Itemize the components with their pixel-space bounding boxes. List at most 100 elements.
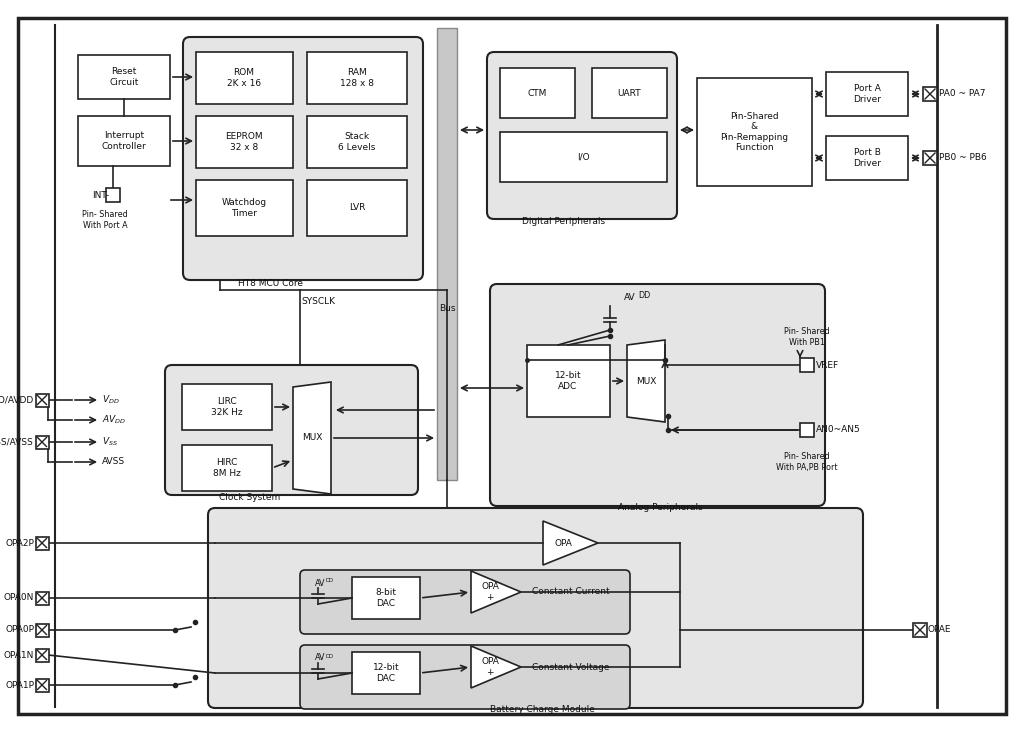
Bar [307, 116, 407, 168]
Text: Clock System: Clock System [219, 493, 281, 502]
Bar [800, 423, 814, 437]
Text: LIRC
32K Hz: LIRC 32K Hz [211, 397, 243, 417]
Bar [78, 116, 170, 166]
FancyBboxPatch shape [300, 645, 630, 709]
Text: MUX: MUX [302, 433, 323, 443]
Text: Interrupt
Controller: Interrupt Controller [101, 131, 146, 151]
Text: HIRC
8M Hz: HIRC 8M Hz [213, 458, 241, 478]
Text: $AV_{DD}$: $AV_{DD}$ [102, 414, 126, 426]
Text: Reset
Circuit: Reset Circuit [110, 67, 138, 86]
Polygon shape [471, 571, 521, 613]
Bar [923, 87, 937, 101]
Polygon shape [543, 521, 598, 565]
FancyBboxPatch shape [208, 508, 863, 708]
Bar [307, 180, 407, 236]
Bar [800, 358, 814, 372]
Text: HT8 MCU Core: HT8 MCU Core [238, 280, 302, 288]
Bar [307, 52, 407, 104]
Text: 12-bit
ADC: 12-bit ADC [555, 371, 582, 391]
Text: Pin- Shared
With PA,PB Port: Pin- Shared With PA,PB Port [776, 452, 838, 471]
Text: I/O: I/O [577, 152, 590, 162]
Text: Battery Charge Module: Battery Charge Module [489, 706, 595, 714]
Text: INT-: INT- [92, 190, 109, 200]
Text: 8-bit
DAC: 8-bit DAC [376, 589, 396, 608]
Text: $V_{SS}$: $V_{SS}$ [102, 436, 118, 448]
FancyBboxPatch shape [300, 570, 630, 634]
Bar [352, 577, 420, 619]
Bar [697, 78, 812, 186]
Polygon shape [471, 646, 521, 688]
Polygon shape [627, 340, 665, 422]
Text: DD: DD [325, 654, 333, 659]
Text: OPA: OPA [555, 539, 572, 548]
Text: AN0~AN5: AN0~AN5 [816, 425, 861, 435]
Bar [36, 591, 48, 605]
Bar [196, 52, 293, 104]
Bar [36, 537, 48, 550]
Bar [106, 188, 120, 202]
Bar [500, 68, 575, 118]
Text: Constant Current: Constant Current [532, 588, 609, 597]
Text: UART: UART [617, 89, 641, 97]
Text: OPA0P: OPA0P [5, 626, 34, 635]
Bar [437, 28, 457, 480]
Text: Port A
Driver: Port A Driver [853, 84, 881, 104]
Text: Pin- Shared
With Port A: Pin- Shared With Port A [82, 210, 128, 230]
Bar [36, 649, 48, 662]
Text: OPA1N: OPA1N [4, 651, 34, 660]
Text: AV: AV [315, 578, 326, 588]
Text: VSS/AVSS: VSS/AVSS [0, 438, 34, 447]
FancyBboxPatch shape [165, 365, 418, 495]
Text: OPA2P: OPA2P [5, 539, 34, 548]
Text: OPA0N: OPA0N [4, 594, 34, 602]
Text: 12-bit
DAC: 12-bit DAC [373, 663, 399, 683]
Text: EEPROM
32 x 8: EEPROM 32 x 8 [225, 132, 263, 152]
Bar [352, 652, 420, 694]
Text: OPA
+: OPA + [481, 657, 499, 676]
Bar [527, 345, 610, 417]
Text: AV: AV [624, 293, 636, 302]
Text: MUX: MUX [636, 376, 656, 386]
Text: Pin-Shared
&
Pin-Remapping
Function: Pin-Shared & Pin-Remapping Function [720, 112, 788, 152]
Bar [500, 132, 667, 182]
FancyBboxPatch shape [490, 284, 825, 506]
Bar [923, 151, 937, 165]
Bar [196, 116, 293, 168]
Bar [913, 623, 927, 637]
Bar [36, 624, 48, 637]
Text: Bus: Bus [438, 304, 456, 313]
Text: Watchdog
Timer: Watchdog Timer [221, 198, 266, 217]
Bar [196, 180, 293, 236]
Text: OPA1P: OPA1P [5, 681, 34, 690]
Bar [826, 72, 908, 116]
Text: $V_{DD}$: $V_{DD}$ [102, 394, 120, 406]
Text: PB0 ~ PB6: PB0 ~ PB6 [939, 154, 987, 163]
Text: OPA
+: OPA + [481, 582, 499, 602]
Text: VREF: VREF [816, 360, 839, 370]
Text: Constant Voltage: Constant Voltage [532, 662, 609, 671]
Text: RAM
128 x 8: RAM 128 x 8 [340, 68, 374, 88]
Bar [36, 679, 48, 692]
Text: CTM: CTM [527, 89, 547, 97]
Polygon shape [293, 382, 331, 494]
Text: LVR: LVR [349, 203, 366, 212]
Text: PA0 ~ PA7: PA0 ~ PA7 [939, 89, 985, 99]
FancyBboxPatch shape [487, 52, 677, 219]
Text: Analog Peripherals: Analog Peripherals [617, 504, 702, 512]
Text: AV: AV [315, 654, 326, 662]
Text: SYSCLK: SYSCLK [301, 297, 335, 307]
Bar [36, 394, 48, 406]
Bar [826, 136, 908, 180]
Text: DD: DD [325, 578, 333, 583]
Bar [182, 384, 272, 430]
Bar [592, 68, 667, 118]
Text: OPAE: OPAE [928, 626, 951, 635]
Text: Digital Peripherals: Digital Peripherals [522, 217, 605, 226]
Bar [182, 445, 272, 491]
Bar [36, 436, 48, 449]
Text: AVSS: AVSS [102, 458, 125, 466]
Text: Stack
6 Levels: Stack 6 Levels [338, 132, 376, 152]
Text: VDD/AVDD: VDD/AVDD [0, 395, 34, 405]
Text: Port B
Driver: Port B Driver [853, 149, 881, 168]
Text: ROM
2K x 16: ROM 2K x 16 [227, 68, 261, 88]
